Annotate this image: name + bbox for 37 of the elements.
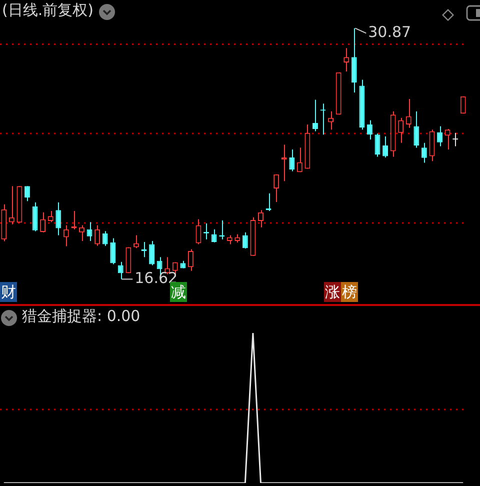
candlestick xyxy=(133,234,139,249)
candlestick xyxy=(289,149,295,172)
candlestick xyxy=(444,128,450,150)
candlestick xyxy=(398,117,404,144)
candlestick xyxy=(211,228,217,243)
candlestick xyxy=(242,232,248,250)
candlestick xyxy=(24,186,30,202)
text: 财 xyxy=(0,282,17,302)
candlestick xyxy=(351,28,357,93)
candlestick xyxy=(366,120,372,140)
candlestick xyxy=(312,99,318,132)
candlestick xyxy=(452,132,458,147)
candlestick xyxy=(40,212,46,233)
candlestick xyxy=(8,186,14,225)
candlestick xyxy=(110,238,116,265)
candlestick xyxy=(382,136,388,158)
candlestick xyxy=(149,240,154,266)
candlestick xyxy=(421,142,427,164)
candlestick xyxy=(406,98,412,128)
annotation: 30.87 xyxy=(368,23,412,42)
candlestick xyxy=(102,230,108,246)
candlestick xyxy=(63,224,69,247)
candlestick xyxy=(79,224,84,242)
candlestick xyxy=(188,248,194,272)
candlestick xyxy=(437,126,442,147)
candlestick xyxy=(274,174,280,203)
candlestick xyxy=(296,147,302,173)
candlestick xyxy=(344,48,350,72)
text: 减 xyxy=(170,282,187,302)
candlestick xyxy=(118,261,124,280)
text: 涨榜 xyxy=(324,282,358,302)
candlestick xyxy=(94,224,100,246)
chart-title: (日线.前复权) xyxy=(2,1,94,20)
candlestick xyxy=(414,110,420,148)
chart-title: 猎金捕捉器: 0.00 xyxy=(22,307,140,326)
candlestick xyxy=(56,202,62,236)
candlestick xyxy=(48,210,54,223)
